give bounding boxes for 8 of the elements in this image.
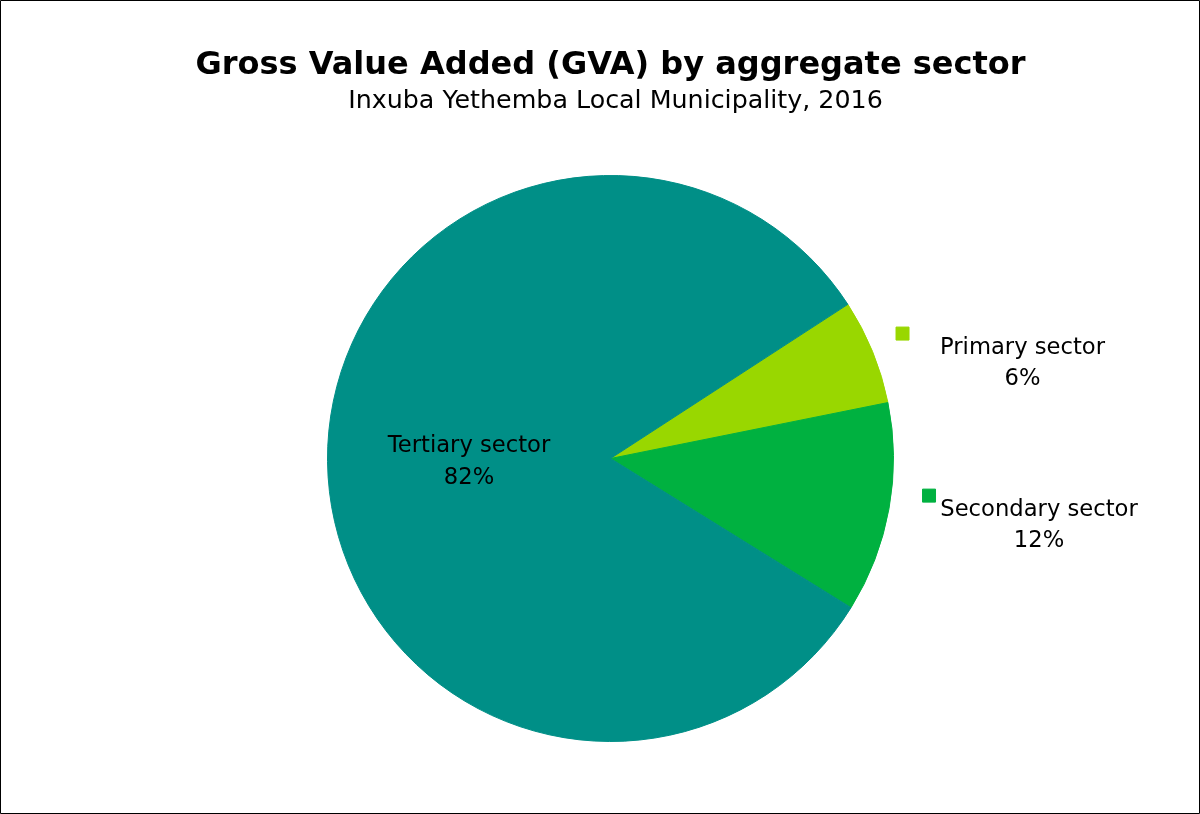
slice-label: Tertiary sector <box>386 431 551 458</box>
legend-label: Primary sector <box>940 332 1106 359</box>
chart-subtitle: Inxuba Yethemba Local Municipality, 2016 <box>348 83 883 114</box>
chart-title: Gross Value Added (GVA) by aggregate sector <box>195 43 1026 82</box>
data-label: 6% <box>1004 364 1041 391</box>
data-label: 82% <box>443 462 495 489</box>
legend-label: Secondary sector <box>940 495 1139 522</box>
data-label: 12% <box>1013 526 1065 553</box>
